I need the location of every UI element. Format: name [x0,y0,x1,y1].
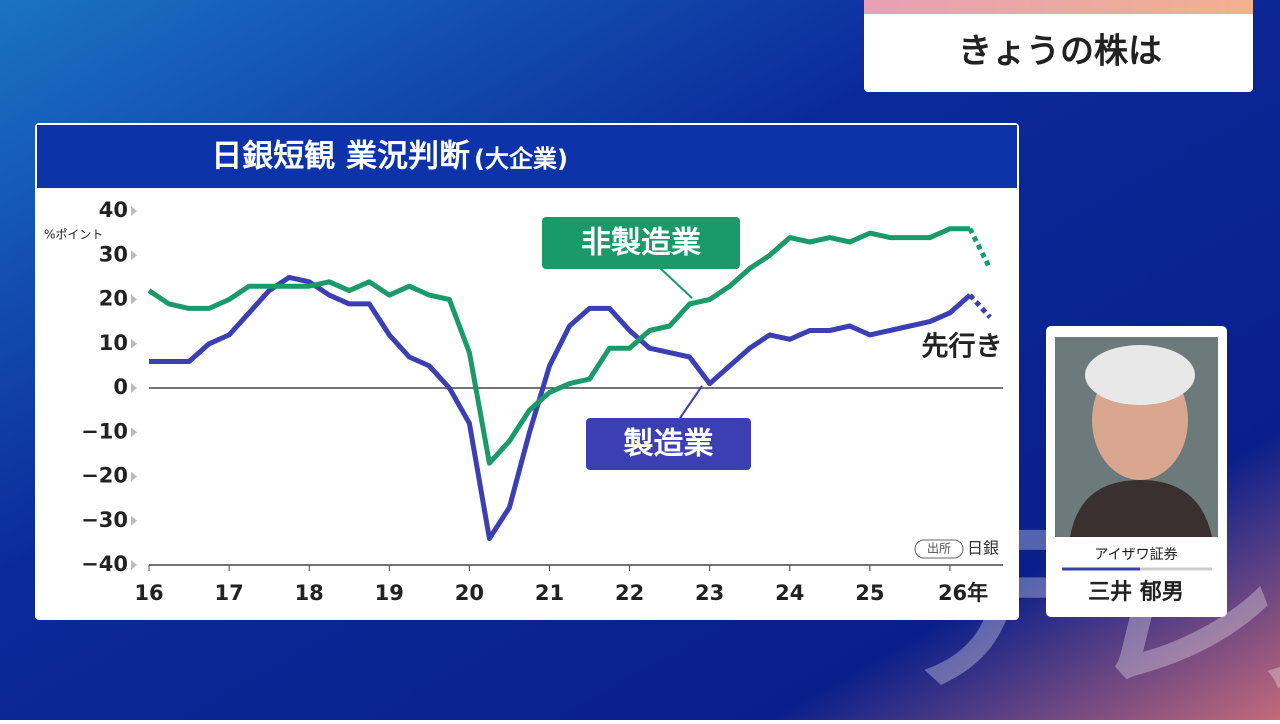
photo-body [1070,480,1212,537]
series-label: 非製造業 [581,226,701,261]
y-tick-mark [131,294,137,305]
guest-name: 三井 郁男 [1088,579,1184,605]
y-axis-label: %ポイント [44,228,103,242]
forecast-line [968,293,992,319]
y-tick-label: 10 [99,331,128,355]
x-tick-label: 22 [615,581,644,605]
series-label-box [586,418,751,470]
x-tick-label: 23 [695,581,724,605]
photo-hair [1085,345,1195,405]
y-tick-label: −10 [81,419,128,443]
y-tick-label: 30 [99,242,128,266]
x-tick-label: 20 [455,581,484,605]
series-label-box [542,217,740,269]
y-tick-label: 20 [99,287,128,311]
x-tick-label: 16 [134,581,163,605]
series-label: 製造業 [624,427,714,462]
y-tick-label: 0 [113,375,128,399]
y-tick-mark [131,383,137,393]
y-tick-mark [131,427,137,438]
x-tick-label: 17 [214,581,243,605]
x-tick-label: 18 [295,581,324,605]
series-line [147,226,970,466]
y-tick-label: −20 [81,464,128,488]
y-tick-mark [131,250,137,261]
forecast-line [967,227,993,270]
chart-title: 日銀短観 業況判断 [211,139,470,175]
source-tag: 出所 [927,542,951,556]
header-box [864,0,1253,92]
y-tick-mark [131,560,137,570]
x-tick-label: 24 [775,581,804,605]
y-tick-label: −40 [81,552,128,576]
x-tick-label: 25 [855,581,884,605]
series-pointer [679,385,703,419]
x-tick-label: 21 [535,581,564,605]
plot: −40 −30 −20 −10 0 10 20 30 40 16 17 18 19 20 21 22 23 24 2… [81,198,1003,605]
y-tick-label: 40 [99,198,128,222]
chart-panel [35,123,1019,620]
header-title: きょうの株は [958,32,1162,72]
series-line [149,274,972,541]
chart-header [37,125,1017,188]
source: 日銀 [967,539,999,558]
y-tick-mark [131,338,137,349]
x-tick-label: 26年 [938,581,988,605]
y-tick-mark [131,206,137,216]
source-tag-box [914,539,964,559]
guest-company: アイザワ証券 [1094,547,1177,563]
y-tick-mark [131,515,137,526]
x-tick-label: 19 [375,581,404,605]
y-tick-label: −30 [81,508,128,532]
header-strip [864,0,1253,14]
chart-subtitle: (大企業) [474,145,568,173]
forecast-label: 先行き [922,331,1003,363]
series-pointer [659,267,693,299]
y-tick-mark [131,471,137,482]
